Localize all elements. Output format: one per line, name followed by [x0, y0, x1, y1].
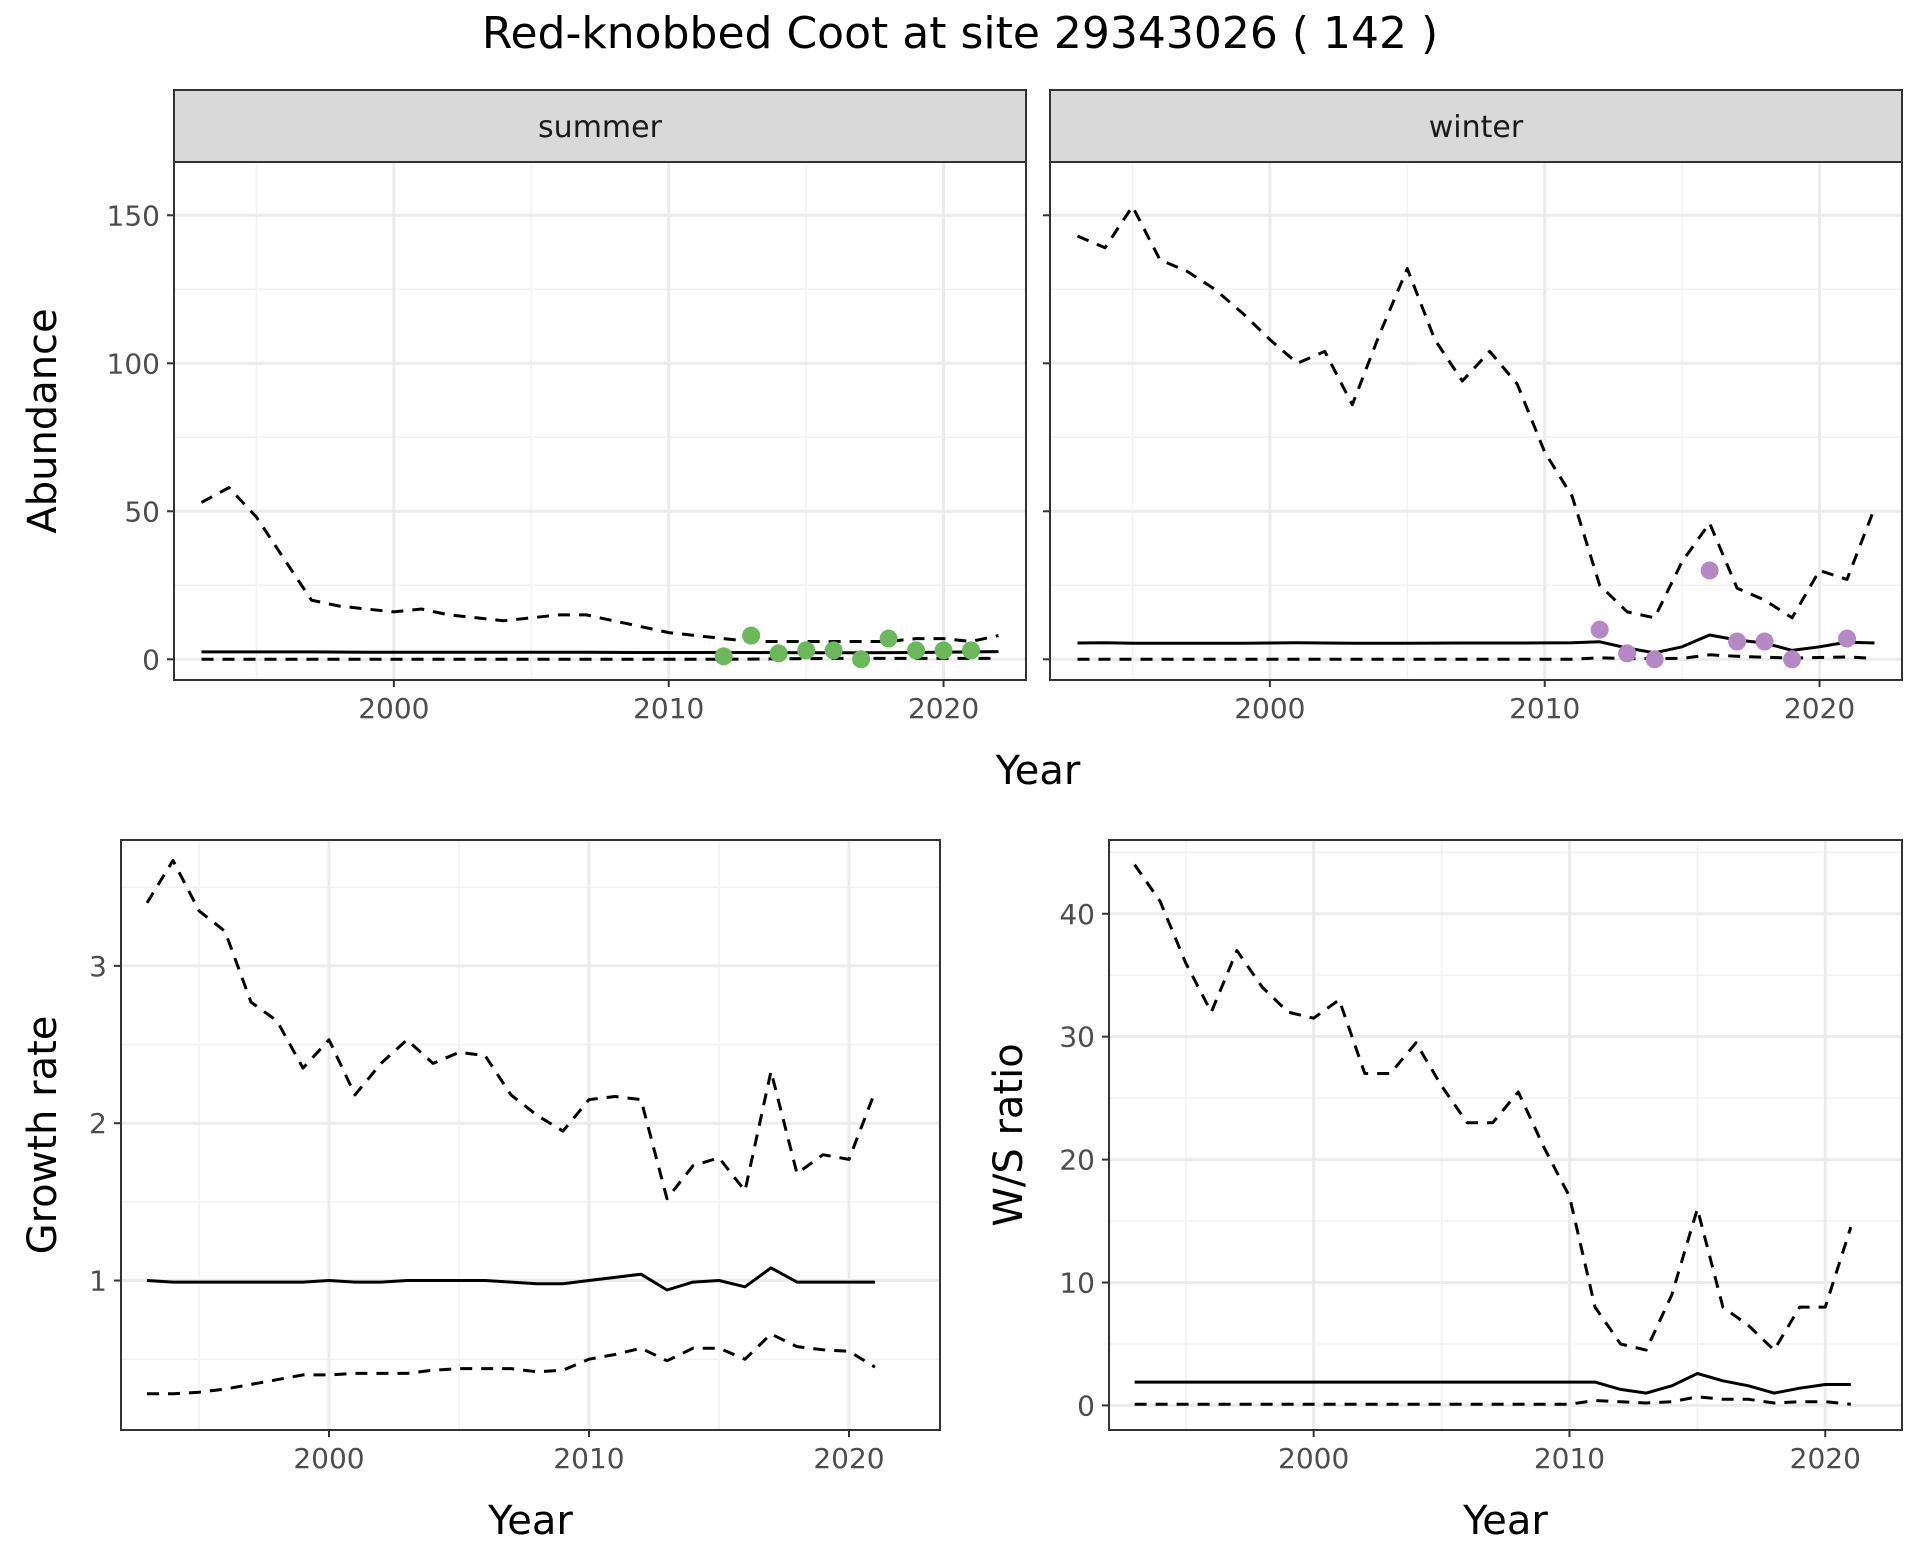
- x-tick-label: 2010: [1534, 1442, 1605, 1475]
- y-axis-title: Growth rate: [20, 1016, 66, 1255]
- panel-border: [120, 839, 941, 1431]
- data-point: [1590, 620, 1609, 639]
- data-point: [1783, 650, 1802, 669]
- y-axis-title: Abundance: [20, 308, 66, 533]
- series-line-dashed-1: [1133, 863, 1853, 1352]
- y-tick-label: 10: [1059, 1267, 1095, 1300]
- data-point: [879, 629, 898, 648]
- y-tick-label: 3: [89, 950, 107, 983]
- data-point: [1700, 561, 1719, 580]
- data-point: [1755, 632, 1774, 651]
- x-axis-title: Year: [1462, 1498, 1548, 1544]
- y-tick-label: 100: [107, 347, 160, 380]
- data-point: [1838, 629, 1857, 648]
- x-tick-label: 2010: [633, 692, 704, 725]
- x-axis-title: Year: [995, 748, 1081, 794]
- facet-strip: [173, 89, 1027, 163]
- panel-growth: 2000 2010 2020 1 2 3: [89, 839, 941, 1475]
- x-tick-label: 2010: [1509, 692, 1580, 725]
- panel-border: [1049, 161, 1903, 681]
- y-axis-title: W/S ratio: [986, 1043, 1032, 1226]
- series-line-dashed-2: [147, 1332, 876, 1396]
- data-point: [824, 641, 843, 660]
- y-tick-label: 0: [142, 643, 160, 676]
- panel-border: [1108, 839, 1903, 1431]
- y-tick-label: 2: [89, 1107, 107, 1140]
- x-tick-label: 2000: [1234, 692, 1305, 725]
- y-tick-label: 40: [1059, 898, 1095, 931]
- data-point: [1645, 650, 1664, 669]
- series-line-dashed-1: [145, 859, 877, 1201]
- facet-strip-label: winter: [1429, 110, 1524, 145]
- y-tick-label: 150: [107, 199, 160, 232]
- data-point: [934, 641, 953, 660]
- series-line-solid-0: [1134, 1372, 1851, 1395]
- data-point: [769, 644, 788, 663]
- data-point: [1618, 644, 1637, 663]
- x-tick-label: 2020: [1790, 1442, 1861, 1475]
- series-line-solid-0: [1077, 633, 1875, 655]
- x-tick-label: 2020: [813, 1442, 884, 1475]
- x-tick-label: 2020: [1784, 692, 1855, 725]
- panel-winter: winter 2000 2010 2020: [1043, 89, 1903, 725]
- chart-title: Red-knobbed Coot at site 29343026 ( 142 …: [481, 8, 1439, 59]
- y-tick-label: 50: [124, 495, 160, 528]
- y-tick-label: 20: [1059, 1144, 1095, 1177]
- data-point: [797, 641, 816, 660]
- data-point: [742, 626, 761, 645]
- data-point: [714, 647, 733, 666]
- x-tick-label: 2000: [293, 1442, 364, 1475]
- series-line-dashed-1: [200, 486, 999, 643]
- data-point: [907, 641, 926, 660]
- facet-strip-label: summer: [538, 110, 663, 145]
- x-tick-label: 2010: [553, 1442, 624, 1475]
- x-axis-title: Year: [487, 1498, 573, 1544]
- x-tick-label: 2000: [1278, 1442, 1349, 1475]
- x-tick-label: 2000: [358, 692, 429, 725]
- series-line-dashed-2: [1134, 1395, 1851, 1406]
- series-line-dashed-2: [1077, 653, 1875, 661]
- panel-summer: summer 2000 2010 2020 0 50 100 150: [107, 89, 1027, 725]
- series-line-dashed-1: [1076, 204, 1876, 620]
- data-point: [1728, 632, 1747, 651]
- y-tick-label: 30: [1059, 1021, 1095, 1054]
- panel-border: [173, 161, 1027, 681]
- data-point: [962, 641, 981, 660]
- panel-ratio: 2000 2010 2020 0 10 20 30 40: [1059, 839, 1903, 1475]
- series-line-solid-0: [201, 650, 999, 655]
- data-point: [852, 650, 871, 669]
- series-line-solid-0: [146, 1266, 875, 1292]
- y-tick-label: 0: [1077, 1389, 1095, 1422]
- x-tick-label: 2020: [908, 692, 979, 725]
- facet-strip: [1049, 89, 1903, 163]
- y-tick-label: 1: [89, 1265, 107, 1298]
